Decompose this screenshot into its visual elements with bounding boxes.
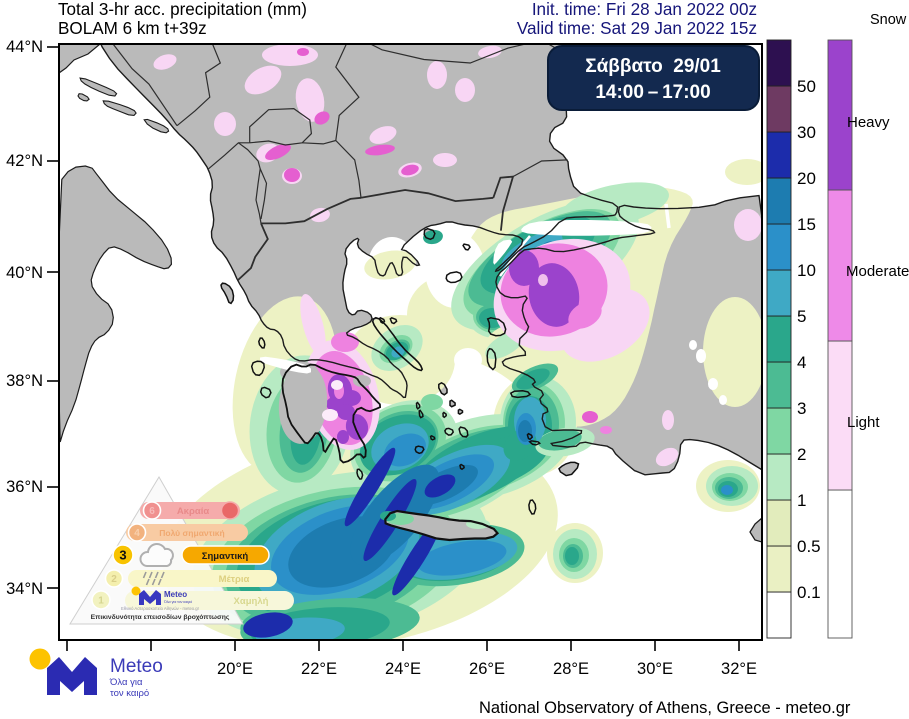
svg-text:50: 50 bbox=[797, 77, 816, 96]
svg-text:32°E: 32°E bbox=[721, 660, 757, 678]
svg-text:20: 20 bbox=[797, 169, 816, 188]
svg-text:24°E: 24°E bbox=[385, 660, 421, 678]
svg-text:Χαμηλή: Χαμηλή bbox=[234, 596, 269, 607]
svg-text:Όλα για τον καιρό: Όλα για τον καιρό bbox=[163, 600, 192, 604]
svg-text:Init. time: Fri 28 Jan 2022 00: Init. time: Fri 28 Jan 2022 00z bbox=[532, 0, 757, 19]
svg-text:36°N: 36°N bbox=[6, 478, 43, 496]
svg-text:4: 4 bbox=[134, 528, 140, 539]
svg-text:Moderate: Moderate bbox=[846, 263, 909, 280]
svg-text:National Observatory of Athens: National Observatory of Athens, Greece -… bbox=[479, 699, 851, 717]
svg-text:Εθνικό Αστεροσκοπείο Αθηνών -: Εθνικό Αστεροσκοπείο Αθηνών - meteo.gr bbox=[121, 606, 200, 611]
svg-text:30: 30 bbox=[797, 123, 816, 142]
svg-text:Snow: Snow bbox=[870, 12, 907, 28]
svg-text:40°N: 40°N bbox=[6, 264, 43, 282]
svg-text:22°E: 22°E bbox=[301, 660, 337, 678]
svg-text:Σημαντική: Σημαντική bbox=[202, 551, 249, 562]
svg-text:14:00 – 17:00: 14:00 – 17:00 bbox=[595, 82, 710, 103]
svg-text:3: 3 bbox=[119, 548, 126, 563]
svg-text:Ακραία: Ακραία bbox=[177, 506, 210, 517]
svg-text:Σάββατο 29/01: Σάββατο 29/01 bbox=[585, 56, 721, 77]
svg-text:20°E: 20°E bbox=[217, 660, 253, 678]
svg-text:34°N: 34°N bbox=[6, 580, 43, 598]
svg-text:4: 4 bbox=[797, 353, 806, 372]
svg-text:38°N: 38°N bbox=[6, 372, 43, 390]
svg-text:Heavy: Heavy bbox=[847, 114, 890, 131]
svg-text:Valid time: Sat 29 Jan 2022 15: Valid time: Sat 29 Jan 2022 15z bbox=[517, 19, 757, 38]
svg-text:Μέτρια: Μέτρια bbox=[219, 574, 250, 585]
svg-text:2: 2 bbox=[797, 445, 806, 464]
svg-text:15: 15 bbox=[797, 215, 816, 234]
svg-text:Πολύ σημαντική: Πολύ σημαντική bbox=[159, 528, 225, 538]
svg-text:Light: Light bbox=[847, 414, 880, 431]
svg-text:3: 3 bbox=[797, 399, 806, 418]
svg-text:Meteo: Meteo bbox=[164, 590, 187, 599]
svg-text:τον καιρό: τον καιρό bbox=[110, 688, 149, 699]
svg-text:30°E: 30°E bbox=[637, 660, 673, 678]
svg-text:Total 3-hr acc. precipitation: Total 3-hr acc. precipitation (mm) bbox=[58, 0, 307, 19]
svg-text:BOLAM 6 km t+39z: BOLAM 6 km t+39z bbox=[58, 19, 207, 38]
svg-text:1: 1 bbox=[98, 596, 104, 607]
svg-text:0.1: 0.1 bbox=[797, 583, 821, 602]
svg-text:Επικινδυνότητα επεισοδίων βροχ: Επικινδυνότητα επεισοδίων βροχόπτωσης bbox=[91, 614, 230, 621]
svg-text:2: 2 bbox=[111, 574, 117, 585]
svg-text:1: 1 bbox=[797, 491, 806, 510]
svg-text:10: 10 bbox=[797, 261, 816, 280]
svg-text:0.5: 0.5 bbox=[797, 537, 821, 556]
svg-text:28°E: 28°E bbox=[553, 660, 589, 678]
svg-text:42°N: 42°N bbox=[6, 152, 43, 170]
svg-text:44°N: 44°N bbox=[6, 38, 43, 56]
svg-text:6: 6 bbox=[149, 506, 155, 517]
svg-text:26°E: 26°E bbox=[469, 660, 505, 678]
svg-text:5: 5 bbox=[797, 307, 806, 326]
svg-text:Meteo: Meteo bbox=[110, 656, 163, 677]
svg-text:Όλα για: Όλα για bbox=[109, 677, 143, 688]
